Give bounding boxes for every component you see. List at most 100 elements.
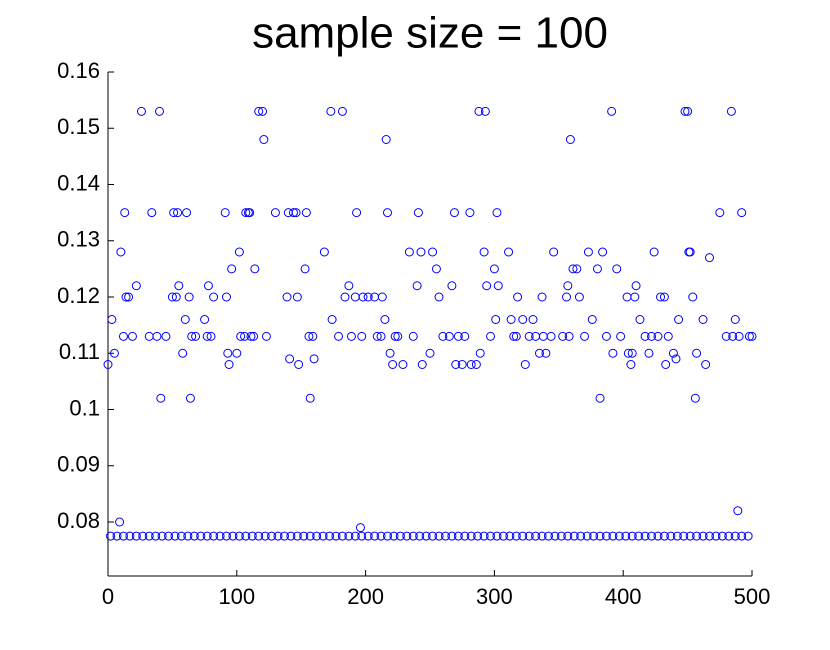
point bbox=[196, 531, 206, 541]
point bbox=[344, 531, 354, 541]
point bbox=[492, 531, 502, 541]
point bbox=[473, 531, 483, 541]
point bbox=[376, 331, 386, 341]
point bbox=[471, 360, 481, 369]
point bbox=[627, 348, 637, 358]
point bbox=[388, 360, 398, 369]
point bbox=[457, 360, 467, 369]
point bbox=[304, 331, 314, 341]
point bbox=[331, 531, 341, 541]
point bbox=[161, 331, 171, 341]
point bbox=[363, 531, 373, 541]
point bbox=[509, 331, 519, 341]
point bbox=[250, 264, 260, 274]
point bbox=[616, 331, 626, 341]
point bbox=[286, 531, 296, 541]
point bbox=[358, 292, 368, 302]
point bbox=[131, 281, 141, 291]
point bbox=[107, 315, 117, 324]
point bbox=[112, 531, 122, 541]
point bbox=[656, 292, 666, 302]
point bbox=[460, 331, 470, 341]
point bbox=[124, 292, 134, 302]
point bbox=[334, 331, 344, 341]
point bbox=[728, 331, 738, 341]
point bbox=[724, 531, 734, 541]
point bbox=[644, 348, 654, 358]
point bbox=[730, 315, 740, 324]
point bbox=[518, 315, 528, 324]
point bbox=[350, 292, 360, 302]
point bbox=[171, 292, 181, 302]
point bbox=[595, 393, 605, 403]
point bbox=[319, 247, 329, 257]
point bbox=[273, 531, 283, 541]
point bbox=[717, 531, 727, 541]
point bbox=[630, 292, 640, 302]
point bbox=[221, 292, 231, 302]
point bbox=[301, 208, 311, 218]
point bbox=[498, 531, 508, 541]
x-tick-label: 400 bbox=[605, 584, 642, 609]
y-tick-label: 0.15 bbox=[57, 114, 100, 139]
point bbox=[228, 531, 238, 541]
point bbox=[109, 348, 119, 358]
point bbox=[300, 264, 310, 274]
point bbox=[209, 531, 219, 541]
point bbox=[589, 531, 599, 541]
point bbox=[267, 531, 277, 541]
point bbox=[247, 531, 257, 541]
point bbox=[685, 531, 695, 541]
point bbox=[299, 531, 309, 541]
point bbox=[524, 331, 534, 341]
point bbox=[576, 531, 586, 541]
point bbox=[151, 531, 161, 541]
point bbox=[138, 531, 148, 541]
y-tick-label: 0.11 bbox=[59, 339, 100, 364]
point bbox=[580, 331, 590, 341]
point bbox=[234, 531, 244, 541]
point bbox=[647, 331, 657, 341]
point bbox=[480, 106, 490, 116]
y-tick-label: 0.09 bbox=[57, 452, 100, 477]
point bbox=[352, 208, 362, 218]
point bbox=[505, 531, 515, 541]
point bbox=[382, 531, 392, 541]
x-tick-label: 0 bbox=[102, 584, 114, 609]
point bbox=[595, 531, 605, 541]
point bbox=[382, 208, 392, 218]
point bbox=[447, 531, 457, 541]
point bbox=[663, 331, 673, 341]
point bbox=[152, 331, 162, 341]
point bbox=[178, 348, 188, 358]
point bbox=[524, 531, 534, 541]
point bbox=[294, 360, 304, 369]
point bbox=[412, 281, 422, 291]
point bbox=[170, 531, 180, 541]
point bbox=[254, 106, 264, 116]
point bbox=[534, 348, 544, 358]
point bbox=[465, 208, 475, 218]
point bbox=[659, 531, 669, 541]
point bbox=[169, 208, 179, 218]
point bbox=[447, 281, 457, 291]
point bbox=[743, 531, 753, 541]
point bbox=[408, 331, 418, 341]
point bbox=[425, 348, 435, 358]
point bbox=[653, 531, 663, 541]
point bbox=[180, 315, 190, 324]
point bbox=[466, 360, 476, 369]
point bbox=[428, 531, 438, 541]
point bbox=[634, 531, 644, 541]
point bbox=[416, 247, 426, 257]
point bbox=[227, 264, 237, 274]
point bbox=[449, 208, 459, 218]
point bbox=[680, 106, 690, 116]
point bbox=[200, 315, 210, 324]
point bbox=[393, 331, 403, 341]
point bbox=[402, 531, 412, 541]
point bbox=[607, 106, 617, 116]
point bbox=[721, 331, 731, 341]
point bbox=[184, 292, 194, 302]
point bbox=[537, 531, 547, 541]
